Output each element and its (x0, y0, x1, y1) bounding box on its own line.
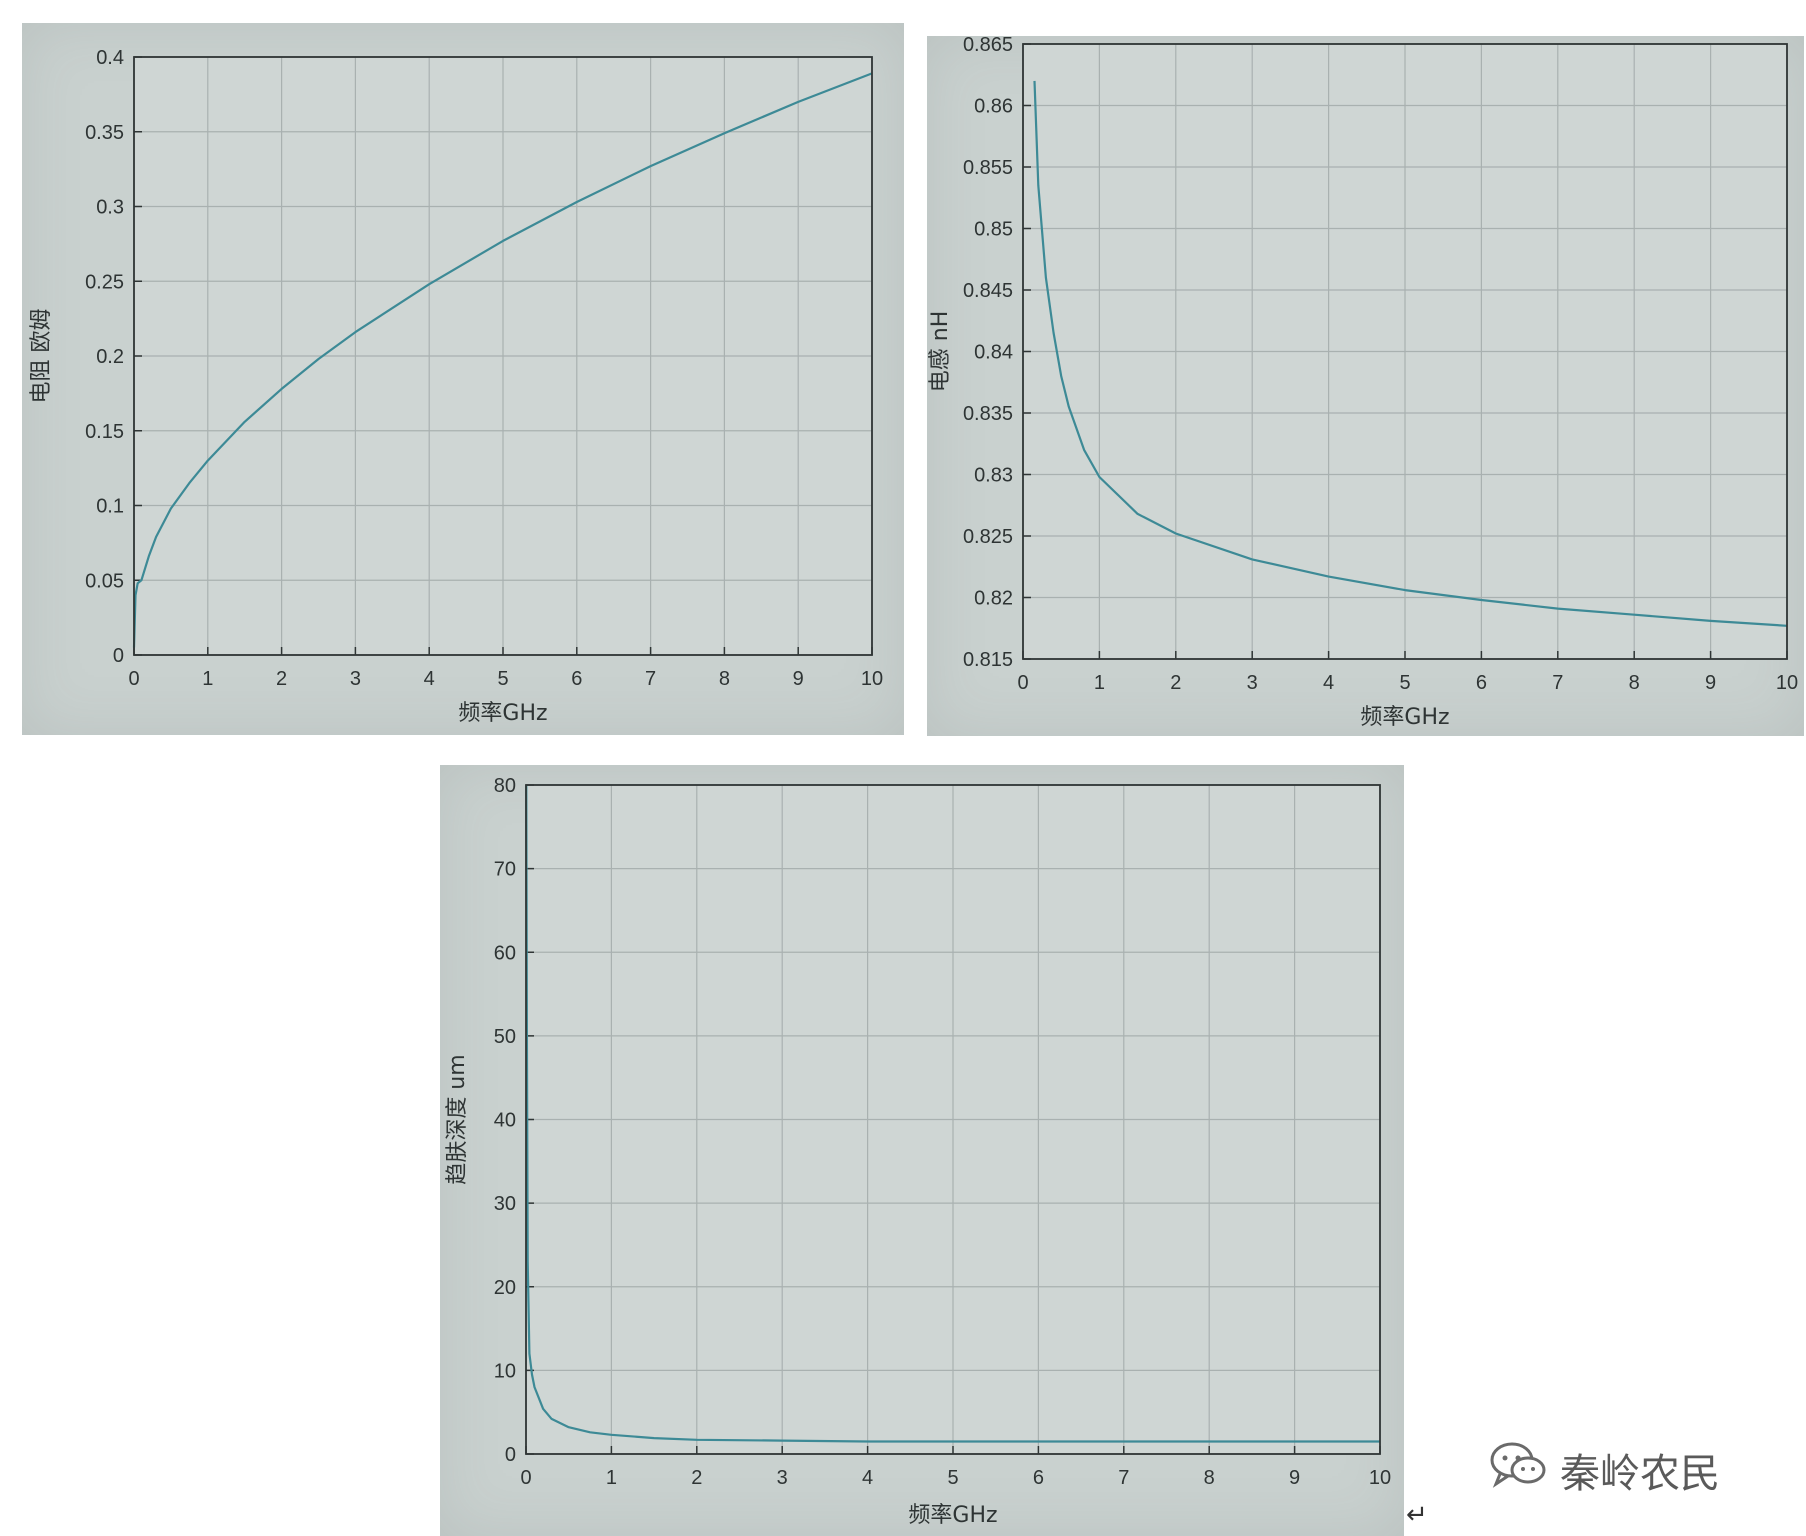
x-tick-label: 4 (1323, 672, 1334, 694)
x-tick-label: 6 (1476, 672, 1487, 694)
x-tick-label: 6 (571, 668, 582, 690)
return-mark: ↵ (1406, 1500, 1428, 1530)
x-tick-label: 4 (862, 1467, 873, 1489)
axes-frame (133, 56, 873, 656)
y-tick-label: 0.85 (974, 219, 1013, 241)
x-axis-label: 频率GHz (458, 701, 547, 726)
series-line (1033, 80, 1788, 627)
x-tick-label: 9 (793, 668, 804, 690)
x-tick-label: 0 (1017, 672, 1028, 694)
y-tick-label: 20 (494, 1277, 516, 1299)
y-tick-label: 0.845 (963, 280, 1013, 302)
inductance-chart-panel: 0 1 2 3 4 5 6 7 8 9 10 0.815 0.82 0.825 0.83 0.835 0.84 0… (927, 36, 1804, 736)
x-tick-label: 6 (1033, 1467, 1044, 1489)
x-tick-label: 8 (719, 668, 730, 690)
y-tick-label: 10 (494, 1360, 516, 1382)
x-tick-label: 3 (1247, 672, 1258, 694)
x-tick-label: 10 (861, 668, 883, 690)
series-line (132, 72, 873, 648)
y-tick-label: 0.84 (974, 342, 1013, 364)
x-tick-label: 2 (1170, 672, 1181, 694)
y-tick-label: 0.855 (963, 157, 1013, 179)
y-tick-label: 60 (494, 942, 516, 964)
y-tick-label: 80 (494, 775, 516, 797)
skin-depth-chart-panel: 0 1 2 3 4 5 6 7 8 9 10 0 10 20 30 40 50 60 70 80 频率GHz 趋肤深度 u… (440, 765, 1404, 1536)
x-tick-label: 7 (1552, 672, 1563, 694)
x-tick-label: 8 (1204, 1467, 1215, 1489)
y-tick-label: 0 (113, 645, 124, 667)
y-tick-label: 0.1 (96, 496, 124, 518)
axes-frame (525, 784, 1381, 1455)
y-tick-label: 0.2 (96, 346, 124, 368)
y-tick-label: 0.4 (96, 47, 124, 69)
x-tick-label: 10 (1776, 672, 1798, 694)
watermark: 秦岭农民 (1488, 1440, 1720, 1500)
x-tick-label: 1 (202, 668, 213, 690)
y-tick-label: 0.25 (85, 271, 124, 293)
y-tick-label: 0.35 (85, 122, 124, 144)
y-tick-label: 0.82 (974, 588, 1013, 610)
x-tick-label: 5 (1399, 672, 1410, 694)
skin-depth-chart: 0 1 2 3 4 5 6 7 8 9 10 0 10 20 30 40 50 60 70 80 频率GHz 趋肤深度 u… (445, 775, 1391, 1528)
x-tick-label: 1 (606, 1467, 617, 1489)
y-tick-label: 0.86 (974, 96, 1013, 118)
y-tick-label: 70 (494, 859, 516, 881)
x-tick-label: 3 (350, 668, 361, 690)
x-tick-label: 5 (497, 668, 508, 690)
y-axis-label: 电阻 欧姆 (29, 309, 54, 404)
x-tick-label: 10 (1369, 1467, 1391, 1489)
x-tick-label: 0 (520, 1467, 531, 1489)
y-tick-label: 0.15 (85, 421, 124, 443)
resistance-chart-panel: 0 1 2 3 4 5 6 7 8 9 10 0 0.05 0.1 0.15 0.2 0.25 0.3 0.35 0.… (22, 23, 904, 735)
y-axis-label: 电感 nH (928, 311, 953, 392)
x-tick-label: 1 (1094, 672, 1105, 694)
inductance-chart: 0 1 2 3 4 5 6 7 8 9 10 0.815 0.82 0.825 0.83 0.835 0.84 0… (928, 36, 1798, 730)
x-tick-label: 0 (128, 668, 139, 690)
x-tick-label: 5 (947, 1467, 958, 1489)
y-tick-label: 0 (505, 1444, 516, 1466)
x-tick-label: 3 (777, 1467, 788, 1489)
y-tick-label: 0.815 (963, 649, 1013, 671)
y-tick-label: 0.83 (974, 465, 1013, 487)
y-axis-label: 趋肤深度 um (445, 1054, 470, 1184)
x-tick-label: 7 (1118, 1467, 1129, 1489)
y-tick-label: 0.835 (963, 403, 1013, 425)
y-tick-label: 40 (494, 1110, 516, 1132)
y-tick-label: 0.05 (85, 570, 124, 592)
x-axis-label: 频率GHz (1360, 705, 1449, 730)
y-tick-label: 0.3 (96, 197, 124, 219)
x-tick-label: 9 (1289, 1467, 1300, 1489)
x-tick-label: 7 (645, 668, 656, 690)
x-tick-label: 4 (424, 668, 435, 690)
x-tick-label: 2 (276, 668, 287, 690)
y-tick-label: 30 (494, 1193, 516, 1215)
x-tick-label: 8 (1629, 672, 1640, 694)
x-axis-label: 频率GHz (908, 1503, 997, 1528)
y-tick-label: 50 (494, 1026, 516, 1048)
x-tick-label: 2 (691, 1467, 702, 1489)
y-tick-label: 0.825 (963, 526, 1013, 548)
series-line (525, 784, 1380, 1443)
watermark-text: 秦岭农民 (1560, 1451, 1720, 1497)
wechat-icon (1488, 1440, 1550, 1500)
x-tick-label: 9 (1705, 672, 1716, 694)
resistance-chart: 0 1 2 3 4 5 6 7 8 9 10 0 0.05 0.1 0.15 0.2 0.25 0.3 0.35 0.… (29, 47, 883, 726)
axes-frame (1022, 43, 1788, 660)
y-tick-label: 0.865 (963, 36, 1013, 56)
